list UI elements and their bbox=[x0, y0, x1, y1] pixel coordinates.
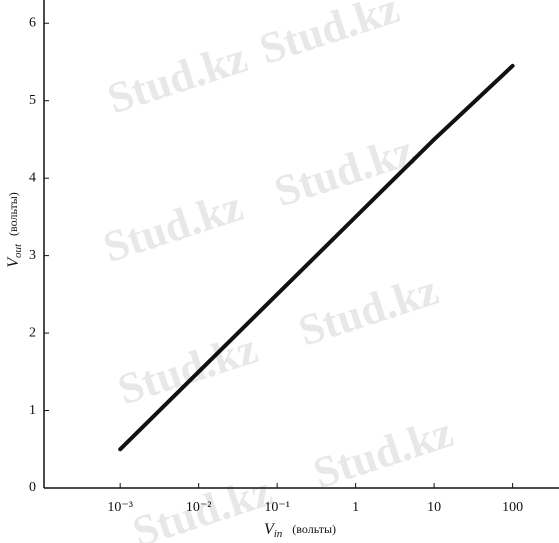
x-tick-label: 10 bbox=[427, 500, 441, 515]
y-tick-label: 1 bbox=[29, 403, 36, 418]
watermark: Stud.kz bbox=[254, 0, 405, 74]
y-tick-label: 4 bbox=[29, 170, 36, 185]
watermark: Stud.kz bbox=[102, 33, 253, 124]
watermark: Stud.kz bbox=[307, 407, 458, 498]
x-tick-label: 10⁻¹ bbox=[264, 500, 290, 515]
watermark: Stud.kz bbox=[268, 126, 419, 217]
y-tick-label: 6 bbox=[29, 15, 36, 30]
y-tick-label: 2 bbox=[29, 325, 36, 340]
x-tick-label: 10⁻³ bbox=[107, 500, 133, 515]
x-tick-label: 1 bbox=[352, 500, 359, 515]
y-tick-label: 3 bbox=[29, 248, 36, 263]
x-axis-label: Vin (вольты) bbox=[264, 521, 336, 540]
x-tick-label: 100 bbox=[502, 500, 523, 515]
x-tick-label: 10⁻² bbox=[186, 500, 212, 515]
watermark: Stud.kz bbox=[112, 324, 263, 415]
data-line bbox=[118, 63, 515, 452]
watermarks: Stud.kz Stud.kz Stud.kz Stud.kz Stud.kz … bbox=[97, 0, 458, 543]
y-tick-label: 5 bbox=[29, 93, 36, 108]
watermark: Stud.kz bbox=[97, 181, 248, 272]
watermark: Stud.kz bbox=[293, 265, 444, 356]
y-axis-label: Vout(вольты) bbox=[5, 192, 24, 268]
y-tick-label: 0 bbox=[29, 480, 36, 495]
